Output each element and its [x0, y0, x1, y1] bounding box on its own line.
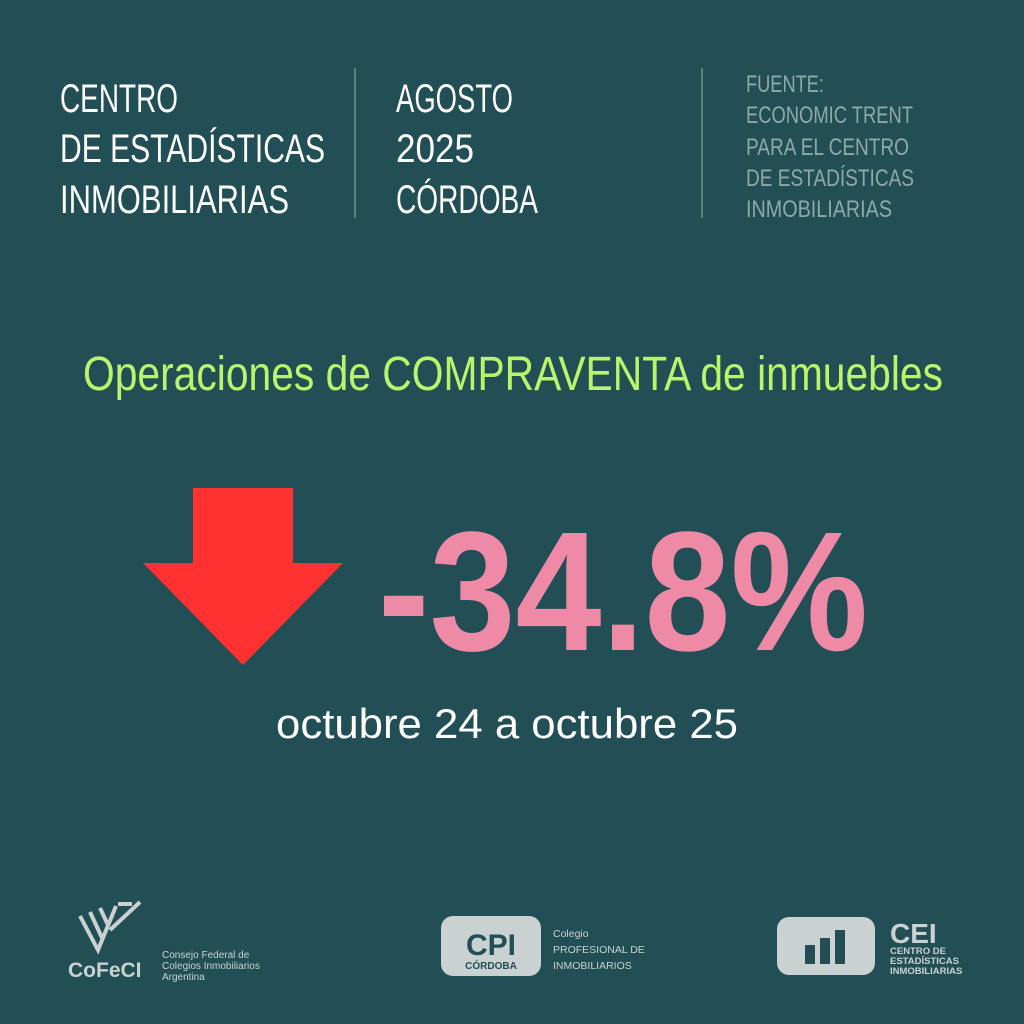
logo-sub: CÓRDOBA	[465, 959, 517, 972]
source-line: DE ESTADÍSTICAS	[746, 165, 914, 192]
logo-mark: CoFeCI	[68, 959, 142, 982]
source-line: ECONOMIC TRENT	[746, 102, 913, 129]
cei-icon-bar	[835, 930, 845, 964]
cpi-logo: CPI CÓRDOBA Colegio PROFESIONAL DE INMOB…	[441, 916, 645, 976]
logo-caption: ESTADÍSTICAS	[890, 956, 959, 967]
header-line: DE ESTADÍSTICAS	[60, 126, 325, 171]
period: octubre 24 a octubre 25	[276, 700, 738, 747]
header-line: INMOBILIARIAS	[60, 178, 289, 222]
headline: Operaciones de COMPRAVENTA de inmuebles	[83, 348, 943, 401]
logo-caption: INMOBILIARIAS	[890, 966, 962, 977]
source-line: FUENTE:	[746, 71, 824, 98]
header-line: AGOSTO	[396, 77, 513, 121]
cofeci-icon	[78, 900, 142, 955]
header-line: CENTRO	[60, 77, 178, 121]
cofeci-logo: CoFeCI Consejo Federal de Colegios Inmob…	[68, 900, 260, 983]
header-line: 2025	[396, 127, 474, 171]
logo-mark: CEI	[890, 918, 937, 949]
logo-caption: Colegios Inmobiliarios	[162, 961, 260, 972]
header-line: CÓRDOBA	[396, 177, 538, 222]
logo-caption: PROFESIONAL DE	[553, 944, 645, 956]
cpi-badge	[441, 916, 541, 976]
source-line: INMOBILIARIAS	[746, 196, 892, 223]
change-value: -34.8%	[378, 497, 868, 687]
logo-mark: CPI	[466, 929, 516, 962]
source-line: PARA EL CENTRO	[746, 134, 909, 161]
cei-logo: CEI CENTRO DE ESTADÍSTICAS INMOBILIARIAS	[777, 917, 962, 977]
logo-caption: Colegio	[553, 928, 589, 940]
cei-icon-bar	[805, 945, 815, 964]
down-arrow	[143, 488, 343, 665]
logo-caption: Consejo Federal de	[162, 950, 250, 961]
cei-icon-bar	[820, 938, 830, 964]
logo-caption: Argentina	[162, 972, 205, 983]
logo-caption: INMOBILIARIOS	[553, 960, 632, 972]
logo-caption: CENTRO DE	[890, 946, 946, 957]
